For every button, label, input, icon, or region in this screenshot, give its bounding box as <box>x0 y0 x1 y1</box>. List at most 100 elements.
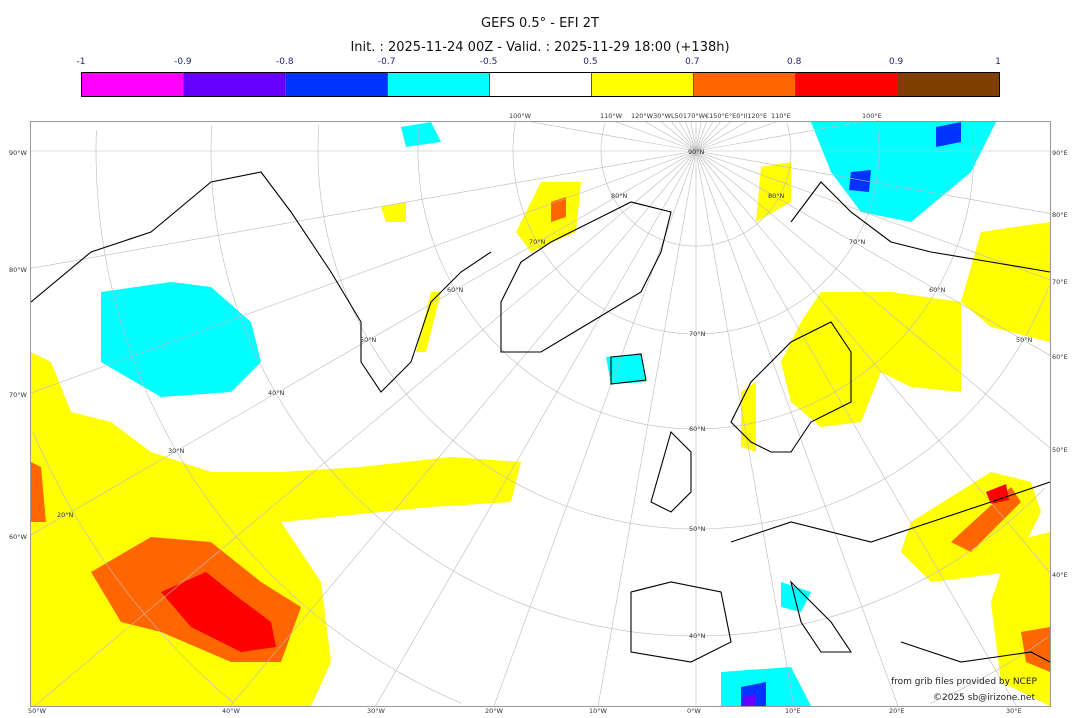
field-positive <box>756 162 791 222</box>
map[interactable]: 90°N 80°N 80°N 70°N 70°N 70°N 60°N 60°N 60°N 50°N… <box>30 121 1051 707</box>
colorbar-label: -0.7 <box>377 57 396 67</box>
latitude-label: 50°N <box>360 336 377 344</box>
field-negative <box>101 282 261 397</box>
meridian <box>34 150 697 706</box>
field-positive <box>961 222 1050 342</box>
meridian <box>695 122 731 152</box>
edge-label: 80°W <box>9 266 27 274</box>
field-positive <box>416 292 441 352</box>
edge-label: 50°E <box>1052 446 1068 454</box>
meridian <box>695 122 776 152</box>
edge-label: 60°W <box>9 533 27 541</box>
coastline-iberia <box>630 581 732 663</box>
edge-label: 0°W <box>687 707 701 715</box>
colorbar-segment <box>388 73 490 96</box>
edge-label: 40°E <box>1052 571 1068 579</box>
credit-source: from grib files provided by NCEP <box>891 677 1037 687</box>
field-negative <box>811 122 996 222</box>
latitude-label: 40°N <box>268 389 285 397</box>
meridian <box>375 150 697 706</box>
latitude-circle <box>417 126 975 430</box>
latitude-label: 80°N <box>611 192 628 200</box>
latitude-circle <box>600 123 792 247</box>
meridian <box>695 150 1050 356</box>
meridian <box>695 150 1050 281</box>
edge-label: 70°W <box>9 391 27 399</box>
field-strong-positive <box>951 487 1021 552</box>
meridian <box>695 150 1050 449</box>
colorbar-label: -1 <box>76 57 86 67</box>
edge-label: 50°W <box>28 707 46 715</box>
field-positive <box>741 382 756 452</box>
meridian <box>671 122 697 152</box>
colorbar-segment <box>184 73 286 96</box>
coastline <box>900 641 1050 663</box>
latitude-circle <box>972 126 975 151</box>
field-positive <box>516 182 581 252</box>
edge-label: 110°E <box>771 112 791 120</box>
edge-label: 100°E <box>862 112 882 120</box>
edge-label: 10°E <box>785 707 801 715</box>
meridian <box>679 122 697 152</box>
coastline <box>31 171 492 393</box>
field-strong-negative <box>936 122 961 147</box>
latitude-label: 60°N <box>929 286 946 294</box>
meridian <box>31 150 697 394</box>
edge-label: 20°E <box>889 707 905 715</box>
edge-label: 100°W <box>509 112 532 120</box>
latitude-label: 60°N <box>447 286 464 294</box>
coastline-british-isles <box>650 430 692 513</box>
colorbar-segment <box>796 73 898 96</box>
colorbar-label: 0.5 <box>583 57 598 67</box>
latitude-label: 40°N <box>689 632 706 640</box>
edge-label: 70°E <box>1052 278 1068 286</box>
field-strong-negative <box>849 170 871 192</box>
credit-copyright[interactable]: ©2025 sb@irizone.net <box>933 693 1035 703</box>
meridian <box>695 122 702 152</box>
colorbar-label: -0.5 <box>479 57 498 67</box>
field-very-strong-positive <box>161 572 276 652</box>
edge-label: 20°W <box>485 707 503 715</box>
meridian <box>695 122 707 152</box>
colorbar-label: 0.9 <box>888 57 904 67</box>
latitude-circle <box>95 130 462 704</box>
field-positive <box>381 202 406 222</box>
colorbar-label: 1 <box>995 57 1001 67</box>
latitude-circle <box>930 636 1049 704</box>
colorbar-segment <box>592 73 694 96</box>
meridian <box>685 122 697 152</box>
field-very-strong-positive <box>986 484 1009 504</box>
latitude-label: 50°N <box>689 525 706 533</box>
meridian <box>695 150 795 706</box>
map-canvas: 90°N 80°N 80°N 70°N 70°N 70°N 60°N 60°N 60°N 50°N… <box>31 122 1050 706</box>
meridian <box>616 122 697 152</box>
meridian <box>531 122 697 152</box>
field-strong-positive <box>1021 627 1050 672</box>
edge-label: 90°W <box>9 149 27 157</box>
edge-label: 30°W <box>367 707 385 715</box>
edge-label: 30°E <box>1006 707 1022 715</box>
field-very-strong-negative <box>743 694 756 706</box>
colorbar <box>81 72 1000 97</box>
meridian <box>695 122 721 152</box>
meridian <box>493 150 697 706</box>
meridian <box>31 150 697 269</box>
graticule <box>31 122 1050 706</box>
colorbar-label: 0.8 <box>787 57 802 67</box>
colorbar-label: -0.9 <box>174 57 192 67</box>
meridian <box>661 122 697 152</box>
edge-label: 110°W <box>600 112 623 120</box>
coastline-iceland <box>610 353 647 385</box>
meridian <box>695 150 899 706</box>
coastline-greenland <box>500 201 672 353</box>
meridian <box>230 150 697 706</box>
chart-subtitle: Init. : 2025-11-24 00Z - Valid. : 2025-1… <box>350 40 730 55</box>
field-negative <box>401 122 441 147</box>
meridian <box>597 150 697 706</box>
edge-label: 60°E <box>1052 353 1068 361</box>
colorbar-label: 0.7 <box>685 57 700 67</box>
latitude-label: 50°N <box>1016 336 1033 344</box>
meridian <box>645 122 697 152</box>
meridian <box>690 122 697 152</box>
meridian <box>695 150 1050 214</box>
